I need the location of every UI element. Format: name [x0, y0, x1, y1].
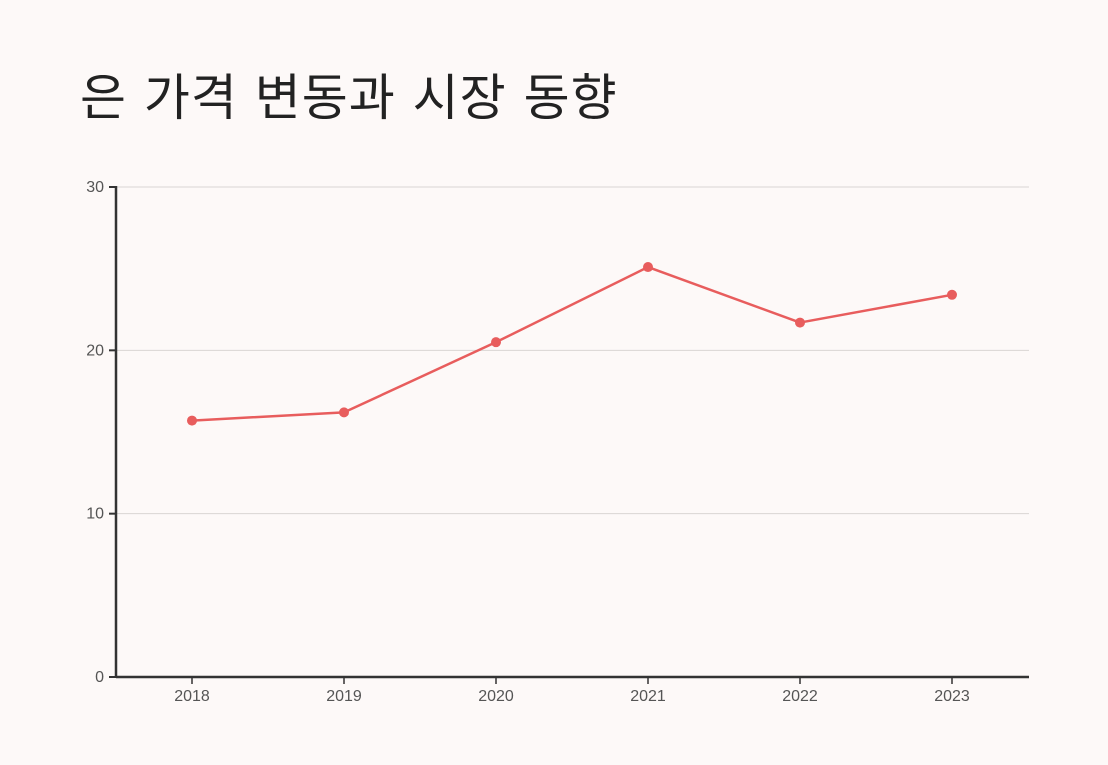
- x-ticks: 2018 2019 2020 2021 2022 2023: [174, 677, 970, 705]
- axes: [114, 186, 1029, 679]
- data-series: [187, 262, 957, 426]
- x-tick-label: 2019: [326, 688, 362, 705]
- data-point: [947, 289, 957, 300]
- y-tick-label: 20: [86, 342, 104, 359]
- data-point: [795, 317, 805, 328]
- x-tick-label: 2021: [630, 688, 666, 705]
- data-point: [643, 262, 653, 273]
- data-point: [187, 415, 197, 426]
- y-tick-label: 0: [95, 669, 104, 686]
- series-line: [191, 265, 953, 422]
- x-tick-label: 2018: [174, 688, 210, 705]
- y-tick-label: 30: [86, 179, 104, 196]
- y-tick-label: 10: [86, 506, 104, 523]
- grid-lines: [116, 186, 1029, 515]
- x-tick-label: 2020: [478, 688, 514, 705]
- data-point: [339, 407, 349, 418]
- x-tick-label: 2022: [782, 688, 818, 705]
- data-point: [491, 337, 501, 348]
- chart-title: 은 가격 변동과 시장 동향: [80, 69, 618, 127]
- x-tick-label: 2023: [934, 688, 970, 705]
- y-ticks: 0 10 20 30: [86, 179, 116, 686]
